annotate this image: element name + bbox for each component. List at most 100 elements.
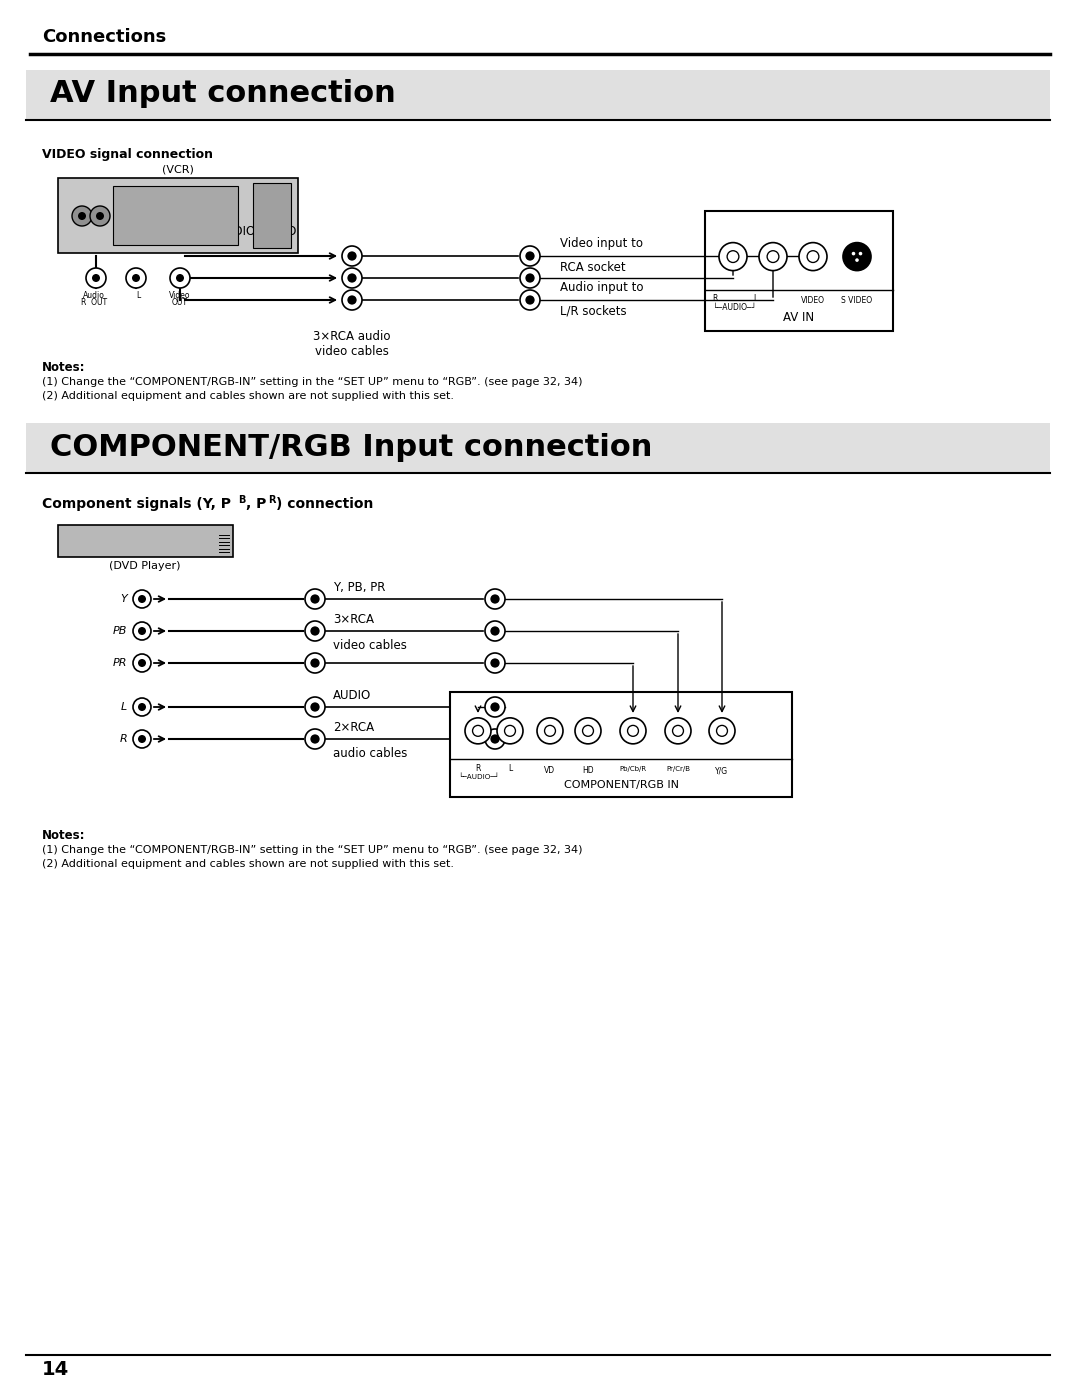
Circle shape [311,735,319,743]
Circle shape [138,627,146,636]
Circle shape [519,291,540,310]
Circle shape [305,590,325,609]
Text: Y, PB, PR: Y, PB, PR [333,581,386,594]
Text: R: R [268,495,275,504]
Circle shape [133,698,151,717]
Text: 3×RCA: 3×RCA [333,613,374,626]
Circle shape [491,595,499,602]
Text: B: B [238,495,245,504]
Circle shape [727,250,739,263]
Circle shape [807,250,819,263]
Text: Notes:: Notes: [42,828,85,842]
Text: R: R [475,764,481,773]
Circle shape [485,697,505,717]
Circle shape [491,735,499,743]
Text: VD: VD [544,766,555,775]
Bar [450,692,792,798]
Circle shape [305,652,325,673]
Circle shape [491,627,499,634]
Circle shape [176,274,184,282]
Circle shape [305,697,325,717]
Circle shape [170,268,190,288]
Circle shape [843,243,870,271]
Circle shape [133,622,151,640]
Text: 14: 14 [42,1361,69,1379]
Circle shape [92,274,100,282]
Circle shape [526,296,534,303]
Text: 3×RCA audio
video cables: 3×RCA audio video cables [313,330,391,358]
Circle shape [78,212,86,219]
Circle shape [526,274,534,282]
Circle shape [491,659,499,666]
Circle shape [342,291,362,310]
Circle shape [485,652,505,673]
Text: AV IN: AV IN [783,312,814,324]
Text: R  OUT: R OUT [81,298,107,307]
Text: PR: PR [112,658,127,668]
Circle shape [582,725,594,736]
Text: (1) Change the “COMPONENT/RGB-IN” setting in the “SET UP” menu to “RGB”. (see pa: (1) Change the “COMPONENT/RGB-IN” settin… [42,377,582,387]
Text: PB: PB [112,626,127,636]
Circle shape [497,718,523,743]
Circle shape [767,250,779,263]
Text: ) connection: ) connection [276,497,374,511]
Circle shape [342,246,362,265]
Bar [253,183,291,249]
Circle shape [519,246,540,265]
Text: Video input to: Video input to [561,237,643,250]
Bar [58,525,233,557]
Circle shape [855,258,859,261]
Text: R: R [119,733,127,745]
Circle shape [537,718,563,743]
Circle shape [673,725,684,736]
Text: 2×RCA: 2×RCA [333,721,374,733]
Circle shape [132,274,140,282]
Circle shape [627,725,638,736]
Text: Video: Video [170,291,191,300]
Circle shape [126,268,146,288]
Circle shape [133,731,151,747]
Circle shape [138,595,146,604]
Circle shape [485,590,505,609]
Circle shape [665,718,691,743]
Circle shape [620,718,646,743]
Text: Audio input to: Audio input to [561,281,644,293]
Circle shape [708,718,735,743]
Circle shape [138,703,146,711]
Text: COMPONENT/RGB Input connection: COMPONENT/RGB Input connection [50,433,652,461]
Circle shape [859,251,862,256]
Circle shape [519,268,540,288]
Text: (2) Additional equipment and cables shown are not supplied with this set.: (2) Additional equipment and cables show… [42,391,454,401]
Circle shape [348,296,355,303]
Text: Y/G: Y/G [715,766,729,775]
Text: Pr/Cr/B: Pr/Cr/B [666,766,690,773]
Circle shape [96,212,104,219]
Text: OUT: OUT [172,298,188,307]
Circle shape [72,205,92,226]
Circle shape [485,729,505,749]
Text: S VIDEO: S VIDEO [841,296,873,305]
Text: audio cables: audio cables [333,747,407,760]
Text: RCA socket: RCA socket [561,261,625,274]
Text: Component signals (Y, P: Component signals (Y, P [42,497,231,511]
Text: R: R [713,295,718,303]
Circle shape [133,654,151,672]
Text: L: L [508,764,512,773]
Circle shape [305,622,325,641]
Text: VIDEO signal connection: VIDEO signal connection [42,148,213,161]
Text: COMPONENT/RGB IN: COMPONENT/RGB IN [564,780,678,789]
Circle shape [138,659,146,666]
Text: (DVD Player): (DVD Player) [109,562,180,571]
Circle shape [342,268,362,288]
Text: video cables: video cables [333,638,407,652]
Circle shape [348,253,355,260]
Text: (VCR): (VCR) [162,163,194,175]
Text: Notes:: Notes: [42,360,85,374]
Text: Y: Y [120,594,127,604]
Circle shape [465,718,491,743]
Circle shape [485,622,505,641]
Text: (1) Change the “COMPONENT/RGB-IN” setting in the “SET UP” menu to “RGB”. (see pa: (1) Change the “COMPONENT/RGB-IN” settin… [42,845,582,855]
Circle shape [311,627,319,634]
Circle shape [86,268,106,288]
Circle shape [575,718,600,743]
